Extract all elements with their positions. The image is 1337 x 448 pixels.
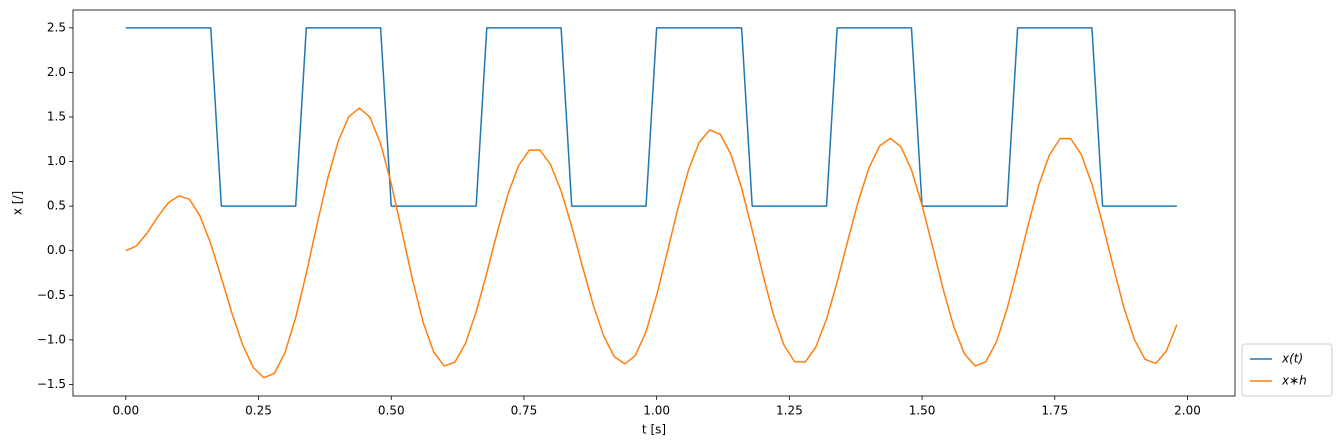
x-tick-label: 0.75	[511, 404, 538, 418]
y-tick-label: −1.5	[37, 377, 66, 391]
y-tick-label: 2.0	[47, 65, 66, 79]
y-tick-label: 0.0	[47, 243, 66, 257]
x-tick-label: 1.50	[909, 404, 936, 418]
x-tick-label: 1.00	[643, 404, 670, 418]
x-tick-label: 0.50	[378, 404, 405, 418]
y-tick-label: −1.0	[37, 332, 66, 346]
x-tick-label: 1.25	[776, 404, 803, 418]
x-tick-label: 0.00	[112, 404, 139, 418]
series-line	[125, 27, 1177, 207]
x-axis-label: t [s]	[642, 423, 666, 437]
y-tick-label: 1.0	[47, 154, 66, 168]
y-tick-label: 1.5	[47, 109, 66, 123]
legend-box	[1241, 343, 1333, 397]
legend-label: x(t)	[1281, 352, 1303, 366]
series-line	[125, 107, 1178, 379]
x-tick-label: 1.75	[1041, 404, 1068, 418]
legend-label: x∗h	[1281, 374, 1307, 388]
y-tick-label: −0.5	[37, 288, 66, 302]
x-tick-label: 0.25	[245, 404, 272, 418]
y-axis-label: x [/]	[11, 191, 25, 215]
plot-frame	[72, 9, 1236, 397]
x-tick-label: 2.00	[1174, 404, 1201, 418]
y-tick-label: 0.5	[47, 199, 66, 213]
y-tick-label: 2.5	[47, 20, 66, 34]
